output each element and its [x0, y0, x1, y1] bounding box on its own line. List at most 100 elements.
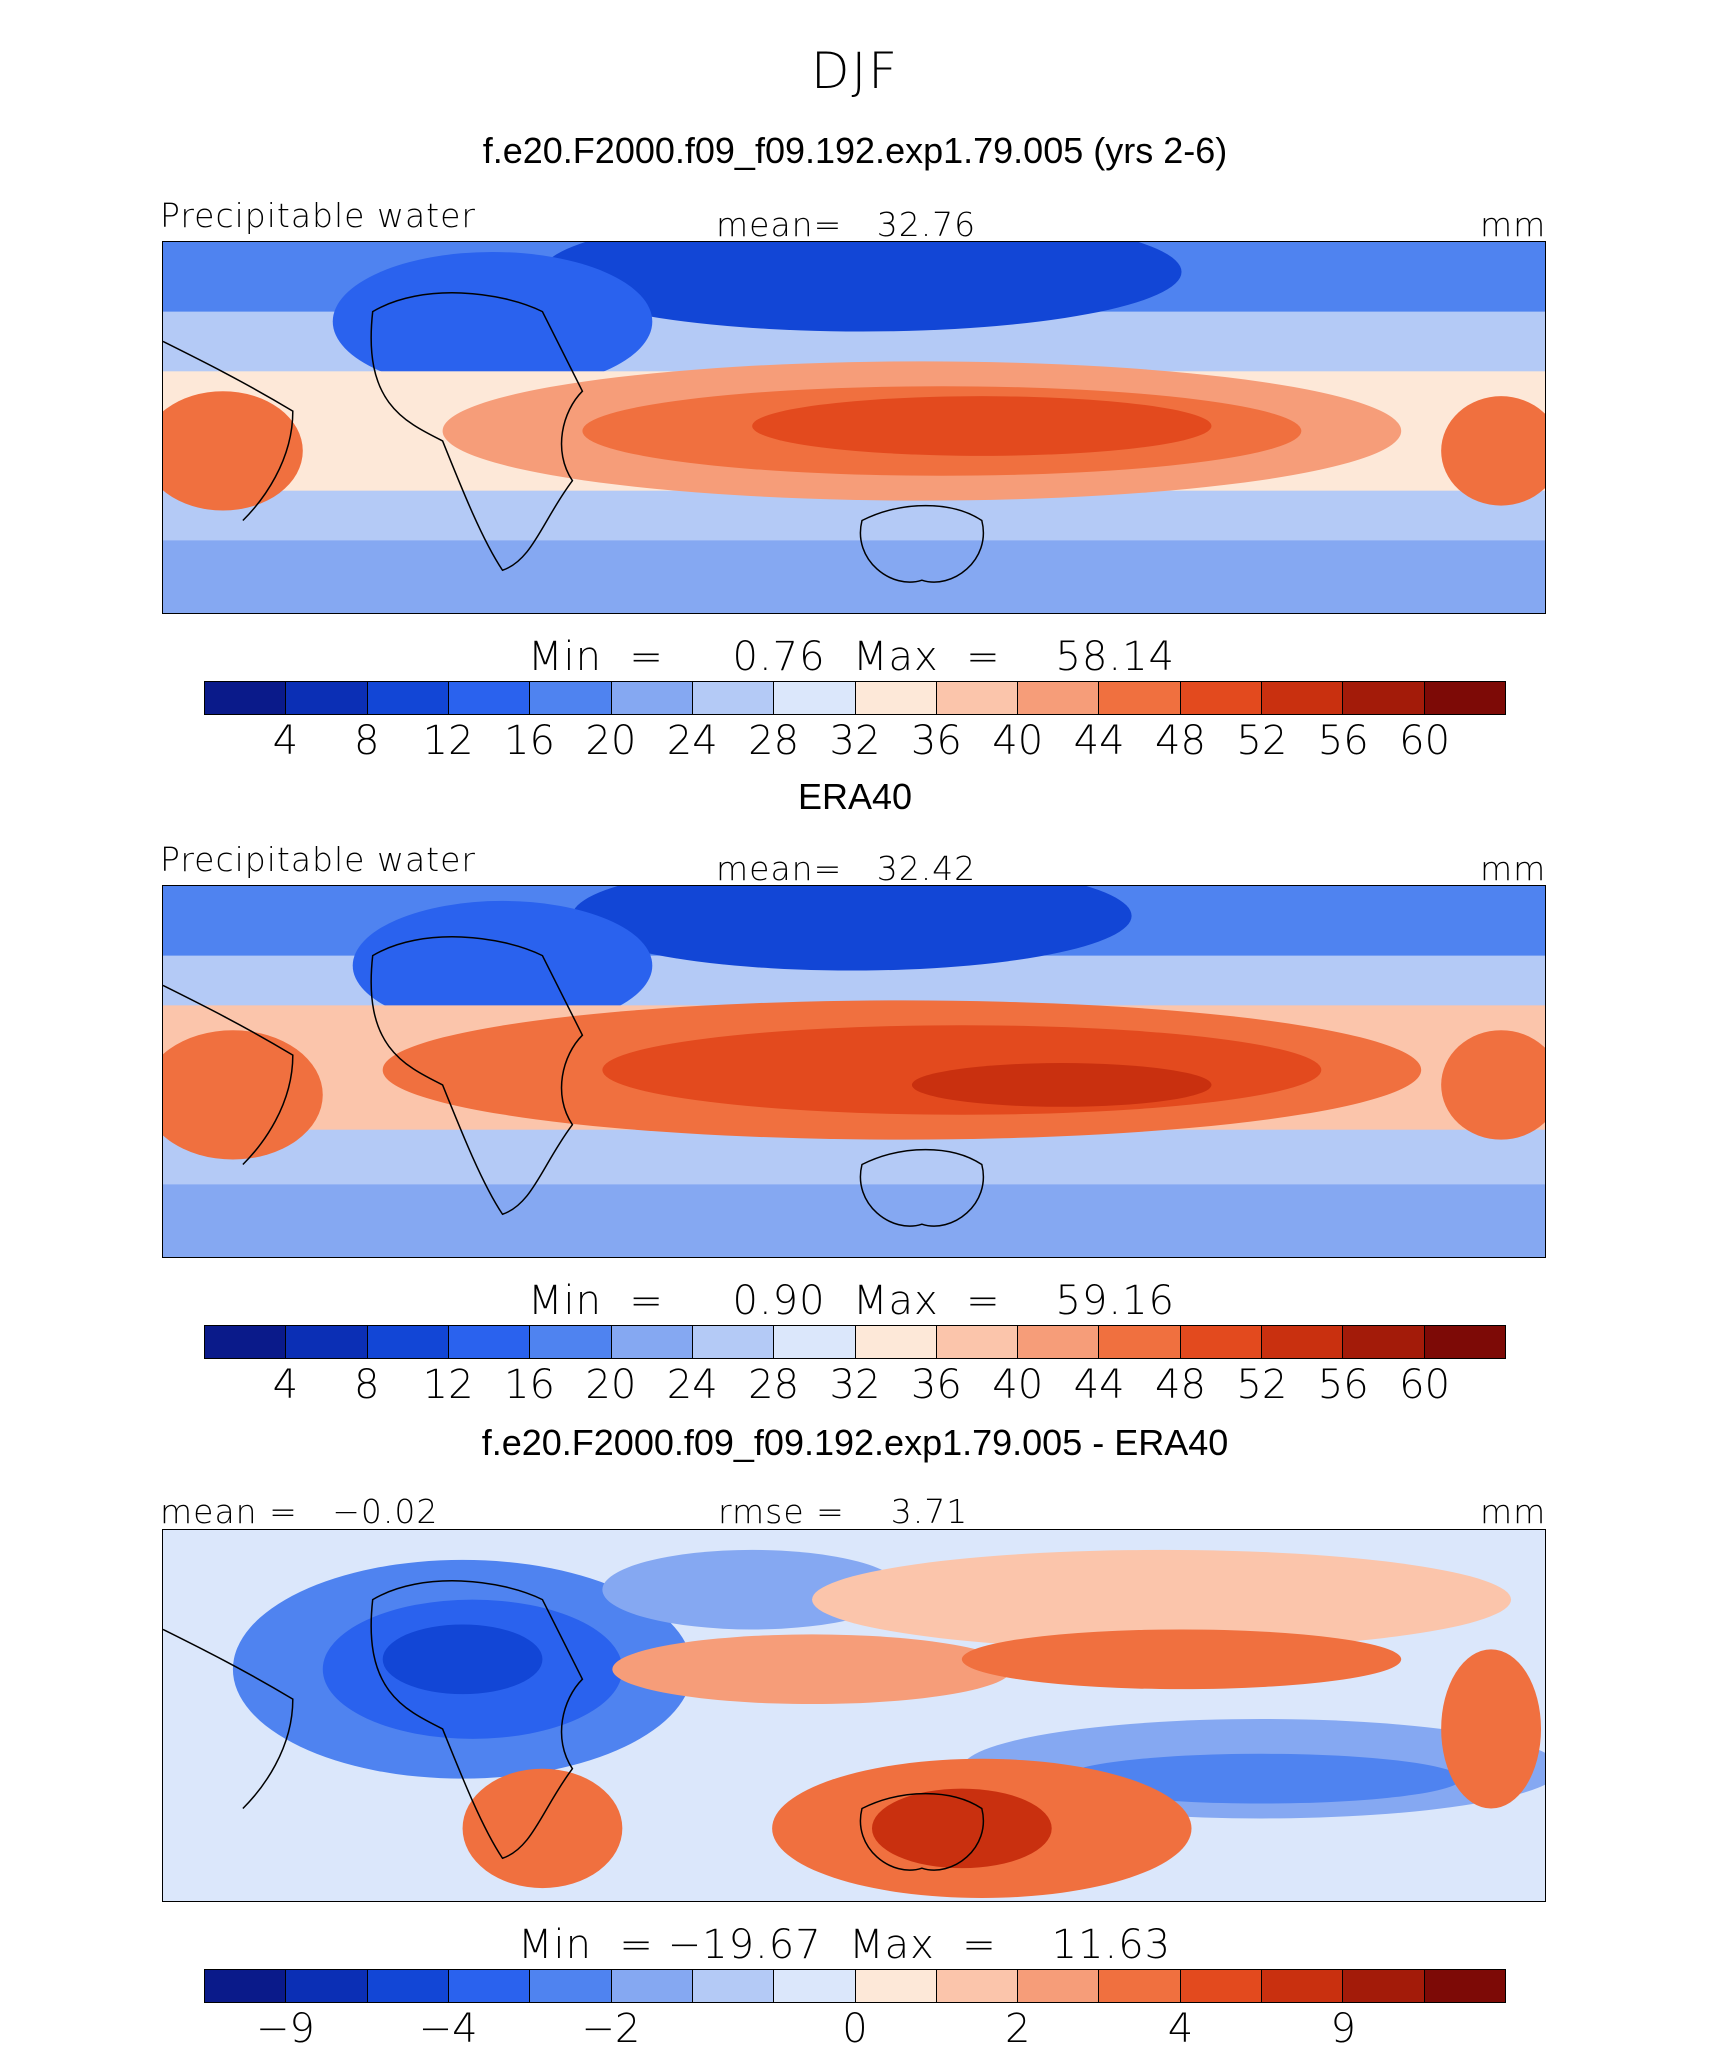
panel-2-units-label: mm	[1480, 849, 1547, 888]
colorbar-swatch	[367, 1970, 449, 2002]
colorbar-tick-label: 20	[585, 1362, 637, 1408]
colorbar-swatch	[448, 682, 531, 714]
colorbar-swatch	[1099, 1326, 1181, 1358]
colorbar-swatch	[286, 1970, 368, 2002]
colorbar-tick-label: 40	[992, 718, 1044, 764]
colorbar-tick-label: −4	[418, 2006, 478, 2052]
panel-3-title: f.e20.F2000.f09_f09.192.exp1.79.005 - ER…	[481, 1422, 1229, 1463]
colorbar-swatch	[611, 1970, 693, 2002]
colorbar-swatch	[1343, 1326, 1425, 1358]
colorbar-tick-label: 48	[1155, 718, 1206, 764]
colorbar-tick-label: 9	[1330, 2006, 1356, 2052]
colorbar-swatch	[774, 1326, 856, 1358]
colorbar-swatch	[205, 1326, 287, 1358]
colorbar-tick-label: 12	[422, 1362, 474, 1408]
panel-2-minmax: Min = 0.90 Max = 59.16	[528, 1278, 1175, 1324]
colorbar-swatch	[692, 682, 775, 714]
colorbar-swatch	[1099, 1970, 1181, 2002]
colorbar-swatch	[936, 1326, 1019, 1358]
colorbar-tick-label: 8	[354, 718, 380, 764]
colorbar-tick-label: 44	[1073, 1362, 1125, 1408]
colorbar-tick-label: 32	[829, 1362, 881, 1408]
colorbar-swatch	[1424, 1970, 1505, 2002]
colorbar-tick-label: −9	[255, 2006, 315, 2052]
colorbar-swatch	[774, 1970, 856, 2002]
colorbar-tick-label: 60	[1399, 718, 1451, 764]
colorbar-swatch	[530, 1326, 612, 1358]
panel-1-variable-label: Precipitable water	[160, 196, 476, 235]
colorbar-swatch	[1180, 1326, 1263, 1358]
panel-3-mean-label: mean = −0.02	[160, 1492, 439, 1531]
panel-1-minmax: Min = 0.76 Max = 58.14	[528, 634, 1175, 680]
colorbar-tick-label: 12	[422, 718, 474, 764]
colorbar-tick-label: 36	[910, 1362, 962, 1408]
colorbar-tick-label: 28	[748, 718, 800, 764]
panel-2-colorbar	[204, 1325, 1506, 1359]
colorbar-tick-label: 40	[992, 1362, 1044, 1408]
colorbar-swatch	[1099, 682, 1181, 714]
panel-1-map	[162, 241, 1546, 614]
panel-1-title: f.e20.F2000.f09_f09.192.exp1.79.005 (yrs…	[482, 130, 1228, 171]
panel-1-units-label: mm	[1480, 205, 1547, 244]
colorbar-swatch	[205, 682, 287, 714]
panel-2-title: ERA40	[797, 776, 913, 817]
colorbar-tick-label: 4	[272, 718, 299, 764]
colorbar-swatch	[1424, 1326, 1505, 1358]
panel-2-map	[162, 885, 1546, 1258]
colorbar-swatch	[1262, 1970, 1344, 2002]
colorbar-tick-label: 24	[666, 1362, 718, 1408]
panel-1-mean-label: mean= 32.76	[716, 205, 977, 244]
colorbar-tick-label: 36	[910, 718, 962, 764]
colorbar-swatch	[1343, 1970, 1425, 2002]
colorbar-tick-label: 16	[504, 718, 555, 764]
colorbar-swatch	[1262, 682, 1344, 714]
panel-3-units-label: mm	[1480, 1492, 1547, 1531]
panel-3-map	[162, 1529, 1546, 1902]
colorbar-tick-label: 16	[504, 1362, 555, 1408]
colorbar-tick-label: 48	[1155, 1362, 1206, 1408]
colorbar-swatch	[1018, 1970, 1100, 2002]
colorbar-tick-label: 32	[829, 718, 881, 764]
panel-3-rmse-label: rmse = 3.71	[718, 1492, 969, 1531]
colorbar-swatch	[530, 1970, 612, 2002]
colorbar-swatch	[530, 682, 612, 714]
colorbar-tick-label: 52	[1236, 1362, 1288, 1408]
figure-title: DJF	[810, 42, 899, 100]
colorbar-swatch	[936, 1970, 1019, 2002]
colorbar-swatch	[855, 1970, 937, 2002]
panel-1-colorbar	[204, 681, 1506, 715]
colorbar-tick-label: 24	[666, 718, 718, 764]
colorbar-swatch	[692, 1970, 775, 2002]
colorbar-swatch	[1262, 1326, 1344, 1358]
colorbar-swatch	[448, 1326, 531, 1358]
colorbar-swatch	[367, 682, 449, 714]
colorbar-swatch	[774, 682, 856, 714]
panel-3-colorbar	[204, 1969, 1506, 2003]
colorbar-tick-label: 56	[1317, 1362, 1369, 1408]
colorbar-tick-label: 4	[272, 1362, 299, 1408]
colorbar-swatch	[1018, 1326, 1100, 1358]
colorbar-swatch	[205, 1970, 287, 2002]
colorbar-tick-label: 60	[1399, 1362, 1451, 1408]
colorbar-swatch	[448, 1970, 531, 2002]
colorbar-swatch	[936, 682, 1019, 714]
colorbar-tick-label: 28	[748, 1362, 800, 1408]
colorbar-tick-label: 4	[1167, 2006, 1194, 2052]
colorbar-tick-label: 52	[1236, 718, 1288, 764]
colorbar-swatch	[855, 1326, 937, 1358]
colorbar-swatch	[286, 1326, 368, 1358]
colorbar-tick-label: 8	[354, 1362, 380, 1408]
colorbar-swatch	[692, 1326, 775, 1358]
colorbar-swatch	[1180, 1970, 1263, 2002]
colorbar-swatch	[1424, 682, 1505, 714]
colorbar-swatch	[611, 1326, 693, 1358]
colorbar-swatch	[611, 682, 693, 714]
colorbar-swatch	[1018, 682, 1100, 714]
colorbar-tick-label: 56	[1317, 718, 1369, 764]
colorbar-swatch	[1343, 682, 1425, 714]
panel-2-mean-label: mean= 32.42	[716, 849, 977, 888]
colorbar-swatch	[1180, 682, 1263, 714]
colorbar-tick-label: 2	[1005, 2006, 1031, 2052]
colorbar-tick-label: −2	[581, 2006, 641, 2052]
panel-2-variable-label: Precipitable water	[160, 840, 476, 879]
